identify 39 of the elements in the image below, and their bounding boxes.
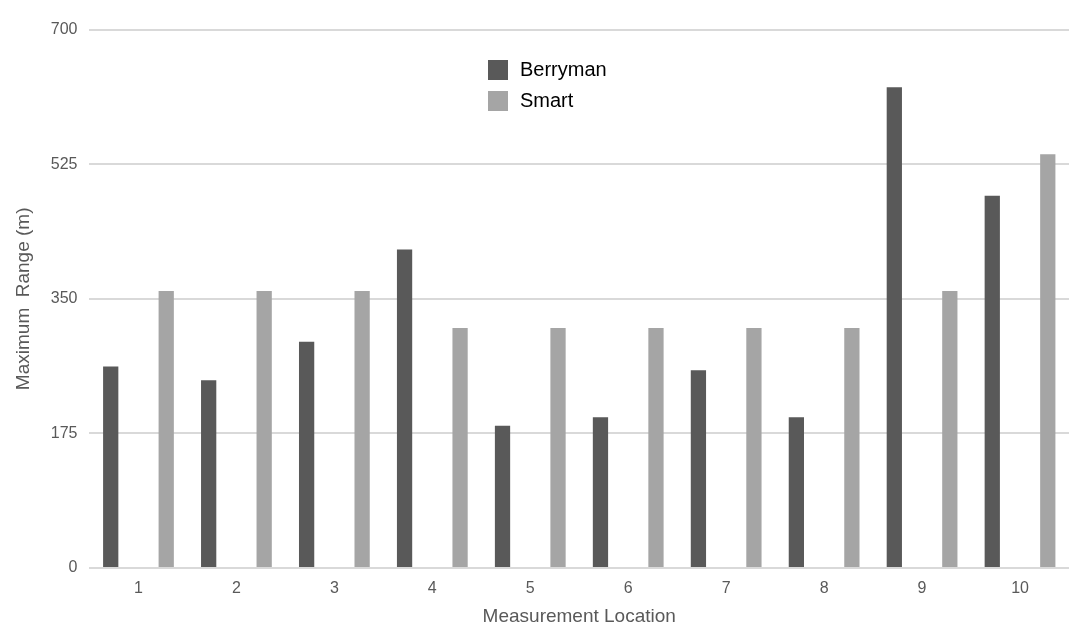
x-tick-label: 8 [819,579,829,597]
x-tick-label: 2 [231,579,241,597]
bar [592,417,609,567]
x-tick-label: 9 [917,579,927,597]
bar [354,291,370,567]
bar [844,328,860,567]
y-tick-label: 700 [50,20,78,38]
bar [984,195,1000,567]
bar [788,417,804,567]
bar [690,370,707,567]
bar [550,328,566,567]
x-tick-label: 3 [329,579,339,597]
bar [648,328,664,567]
x-tick-label: 4 [427,579,437,597]
bar [396,249,413,567]
bar [256,291,272,567]
y-tick-label: 350 [50,289,78,307]
x-axis-title: Measurement Location [482,604,676,626]
bar [158,291,174,567]
bar [201,380,217,567]
bar [494,425,511,567]
bar [452,328,468,567]
bar [942,291,958,567]
y-tick-label: 525 [50,154,78,172]
legend-label: Smart [520,89,574,112]
x-tick-label: 10 [1011,579,1030,597]
x-tick-label: 5 [525,579,535,597]
bar [103,366,119,567]
x-tick-label: 1 [134,579,144,597]
bar [1040,154,1056,567]
x-tick-label: 6 [623,579,633,597]
x-tick-label: 7 [721,579,731,597]
bar [746,328,762,567]
bar [886,87,902,567]
bar [298,341,315,567]
y-axis-title: Maximum Range (m) [11,207,33,391]
y-tick-label: 175 [50,423,78,441]
legend-label: Berryman [520,58,607,81]
y-tick-label: 0 [68,558,78,576]
